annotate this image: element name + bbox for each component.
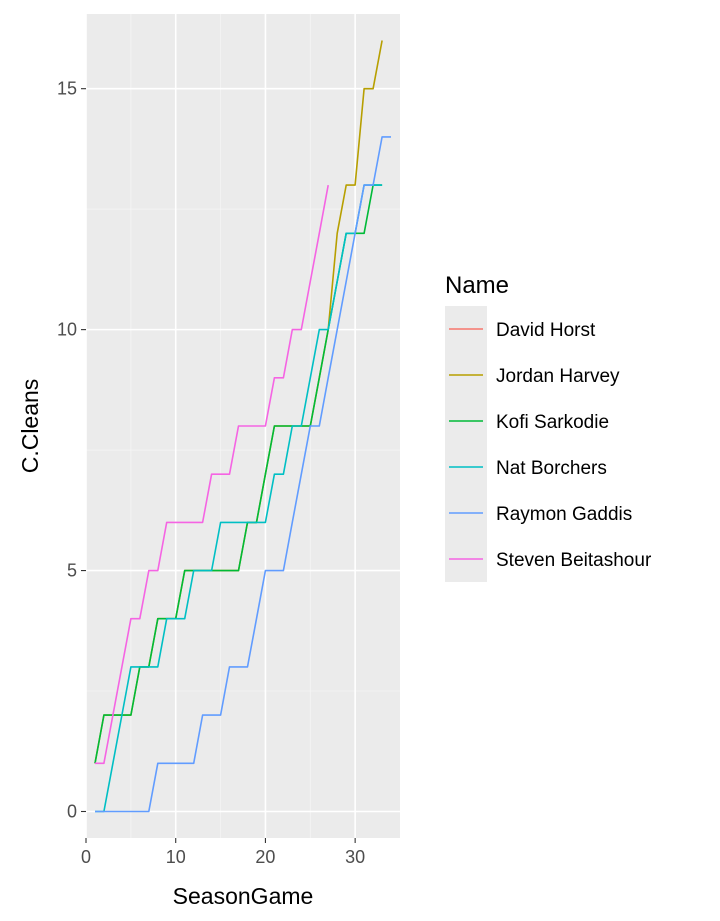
y-tick-label: 10 xyxy=(57,320,77,340)
x-tick-label: 30 xyxy=(345,847,365,867)
legend-label: Raymon Gaddis xyxy=(496,504,632,525)
y-tick-label: 15 xyxy=(57,79,77,99)
series-lines xyxy=(94,40,391,813)
legend: Name David Horst Jordan Harvey Kofi Sarkod… xyxy=(445,272,652,582)
y-axis-title: C.Cleans xyxy=(17,379,43,474)
x-tick-label: 10 xyxy=(166,847,186,867)
legend-title: Name xyxy=(445,272,509,299)
x-tick-label: 0 xyxy=(81,847,91,867)
y-tick-label: 5 xyxy=(67,561,77,581)
x-tick-label: 20 xyxy=(255,847,275,867)
y-tick-label: 0 xyxy=(67,801,77,821)
legend-label: Kofi Sarkodie xyxy=(496,412,609,433)
grid-major xyxy=(85,14,400,838)
x-axis: 0 10 20 30 xyxy=(81,838,365,867)
series-line-raymon-gaddis xyxy=(95,136,391,813)
x-axis-title: SeasonGame xyxy=(173,883,314,909)
y-axis: 0 5 10 15 xyxy=(57,79,86,821)
legend-label: Jordan Harvey xyxy=(496,366,620,387)
legend-label: David Horst xyxy=(496,320,596,341)
series-line-steven-beitashour xyxy=(95,184,329,765)
legend-label: Nat Borchers xyxy=(496,458,607,479)
legend-label: Steven Beitashour xyxy=(496,550,652,571)
series-line-nat-borchers xyxy=(95,184,383,813)
